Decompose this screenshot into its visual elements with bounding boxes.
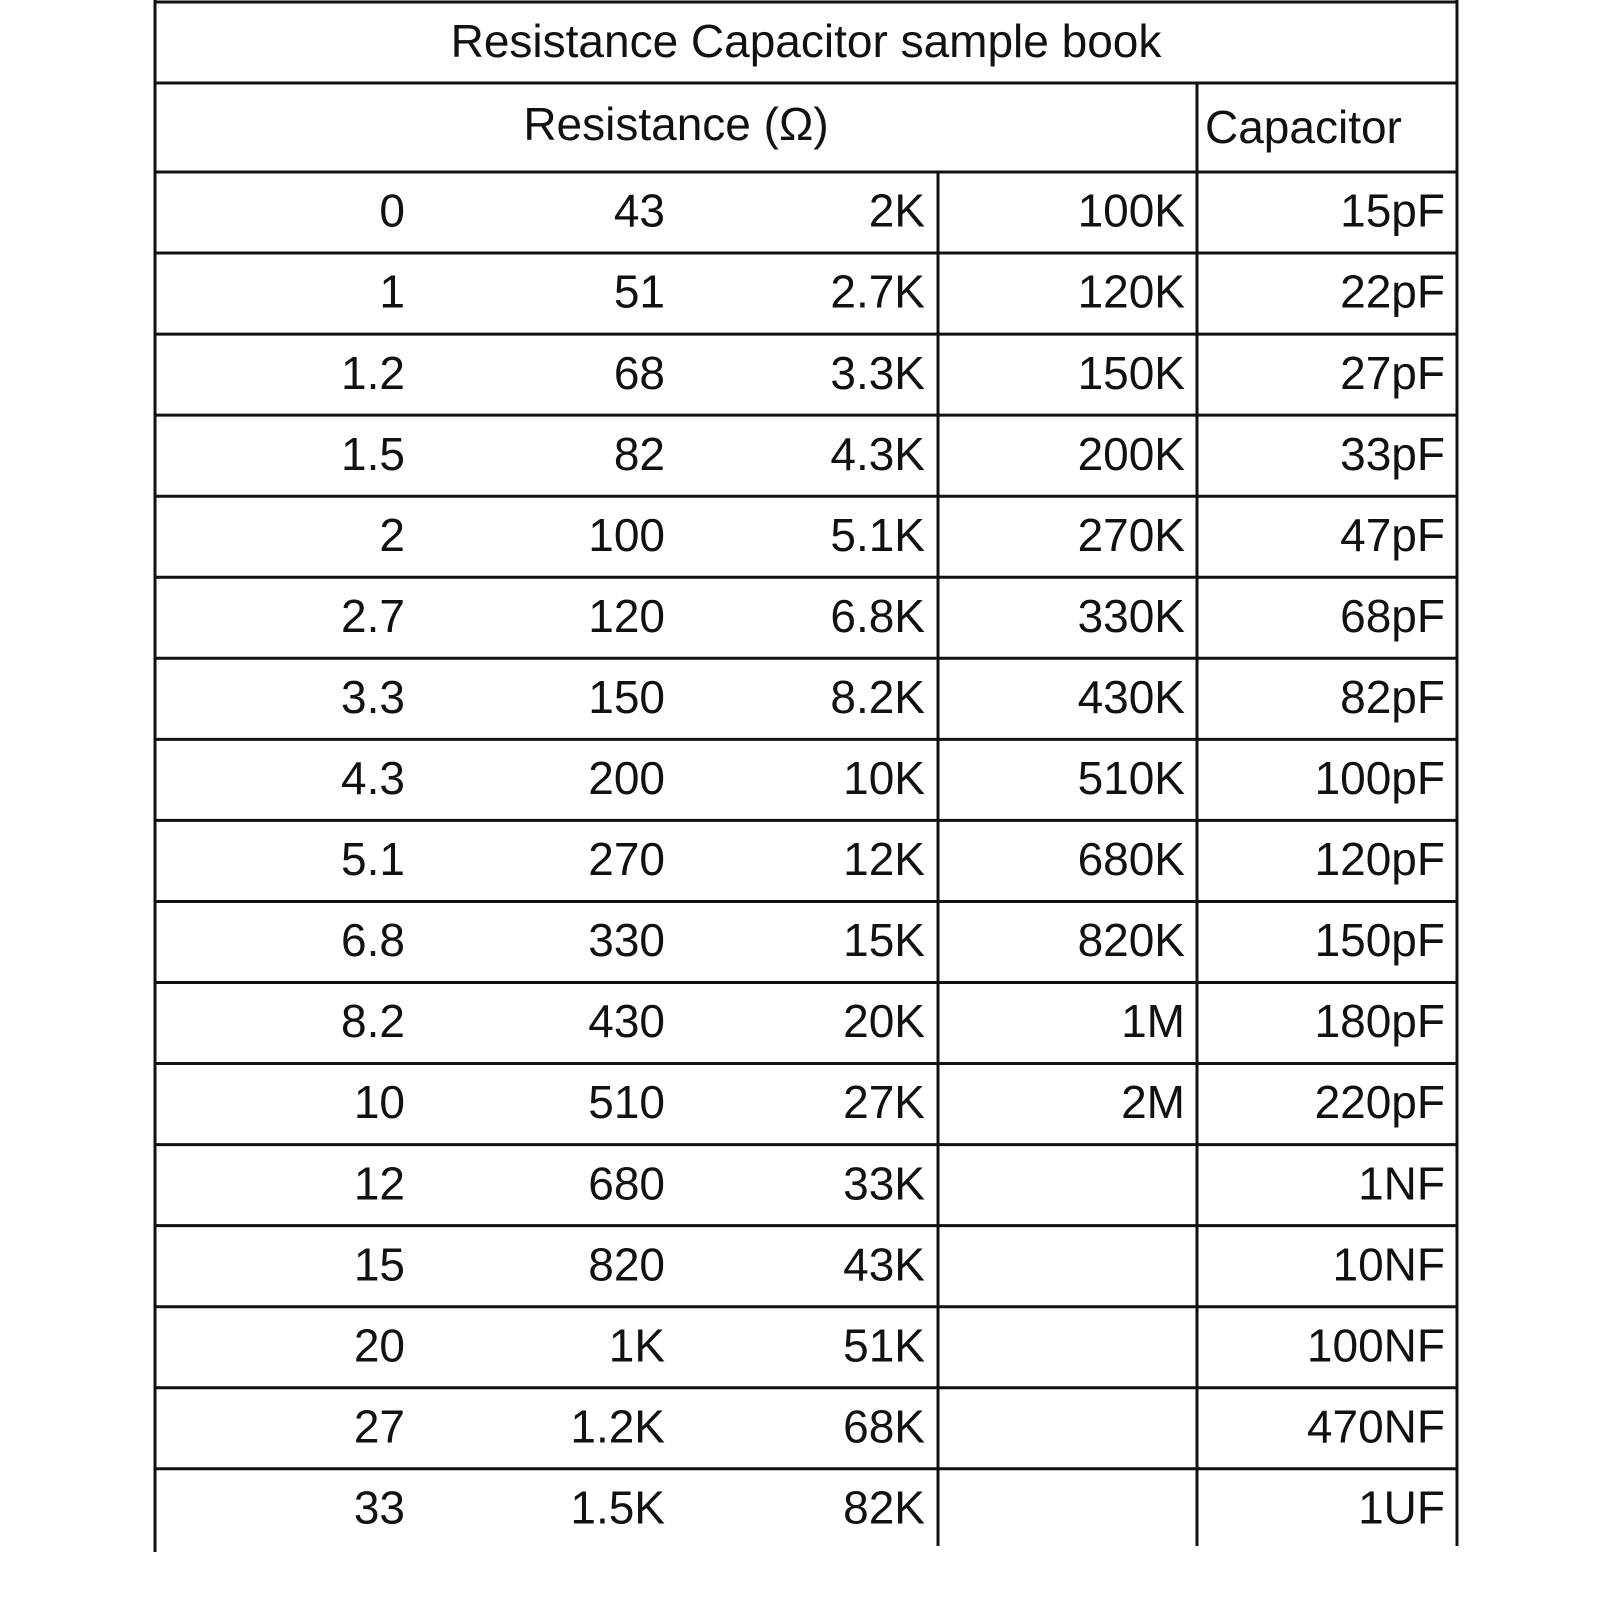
cell: 33pF [1340,428,1445,480]
cell: 430 [588,995,665,1047]
cell: 2K [869,185,926,237]
cell: 20K [843,995,925,1047]
cell: 51K [843,1319,925,1371]
cell: 100 [588,509,665,561]
cell: 100NF [1307,1319,1445,1371]
cell: 1.5K [570,1481,665,1533]
cell: 51 [614,266,665,318]
cell: 27pF [1340,347,1445,399]
cell: 200K [1078,428,1186,480]
cell: 820K [1078,914,1186,966]
cell: 68 [614,347,665,399]
cell: 10NF [1333,1238,1445,1290]
cell: 220pF [1315,1076,1445,1128]
cell: 1 [379,266,405,318]
cell: 47pF [1340,509,1445,561]
cell: 1.2K [570,1400,665,1452]
cell: 33K [843,1157,925,1209]
cell: 5.1 [341,833,405,885]
cell: 150pF [1315,914,1445,966]
cell: 100K [1078,185,1186,237]
cell: 68K [843,1400,925,1452]
cell: 1NF [1358,1157,1445,1209]
cell: 10 [354,1076,405,1128]
cell: 510 [588,1076,665,1128]
cell: 100pF [1315,752,1445,804]
table-title: Resistance Capacitor sample book [451,15,1163,67]
cell: 270K [1078,509,1186,561]
cell: 10K [843,752,925,804]
cell: 470NF [1307,1400,1445,1452]
cell: 82 [614,428,665,480]
cell: 2.7 [341,590,405,642]
cell: 1.2 [341,347,405,399]
cell: 330 [588,914,665,966]
cell: 1.5 [341,428,405,480]
cell: 2 [379,509,405,561]
cell: 150 [588,671,665,723]
cell: 2.7K [830,266,925,318]
cell: 4.3K [830,428,925,480]
cell: 43K [843,1238,925,1290]
column-header: Resistance (Ω) [523,98,828,150]
cell: 15 [354,1238,405,1290]
cell: 0 [379,185,405,237]
cell: 3.3K [830,347,925,399]
cell: 27 [354,1400,405,1452]
cell: 510K [1078,752,1186,804]
cell: 270 [588,833,665,885]
cell: 43 [614,185,665,237]
cell: 33 [354,1481,405,1533]
cell: 430K [1078,671,1186,723]
cell: 12K [843,833,925,885]
cell: 150K [1078,347,1186,399]
cell: 6.8K [830,590,925,642]
cell: 68pF [1340,590,1445,642]
cell: 820 [588,1238,665,1290]
cell: 200 [588,752,665,804]
cell: 1UF [1358,1481,1445,1533]
cell: 4.3 [341,752,405,804]
cell: 120K [1078,266,1186,318]
cell: 120 [588,590,665,642]
cell: 680 [588,1157,665,1209]
cell: 15pF [1340,185,1445,237]
cell: 2M [1121,1076,1185,1128]
cell: 82K [843,1481,925,1533]
cell: 1K [609,1319,666,1371]
cell: 8.2 [341,995,405,1047]
cell: 82pF [1340,671,1445,723]
cell: 680K [1078,833,1186,885]
cell: 180pF [1315,995,1445,1047]
cell: 120pF [1315,833,1445,885]
column-header: Capacitor [1205,101,1402,153]
cell: 8.2K [830,671,925,723]
cell: 12 [354,1157,405,1209]
cell: 15K [843,914,925,966]
cell: 27K [843,1076,925,1128]
cell: 22pF [1340,266,1445,318]
cell: 3.3 [341,671,405,723]
cell: 6.8 [341,914,405,966]
cell: 20 [354,1319,405,1371]
cell: 330K [1078,590,1186,642]
cell: 1M [1121,995,1185,1047]
cell: 5.1K [830,509,925,561]
